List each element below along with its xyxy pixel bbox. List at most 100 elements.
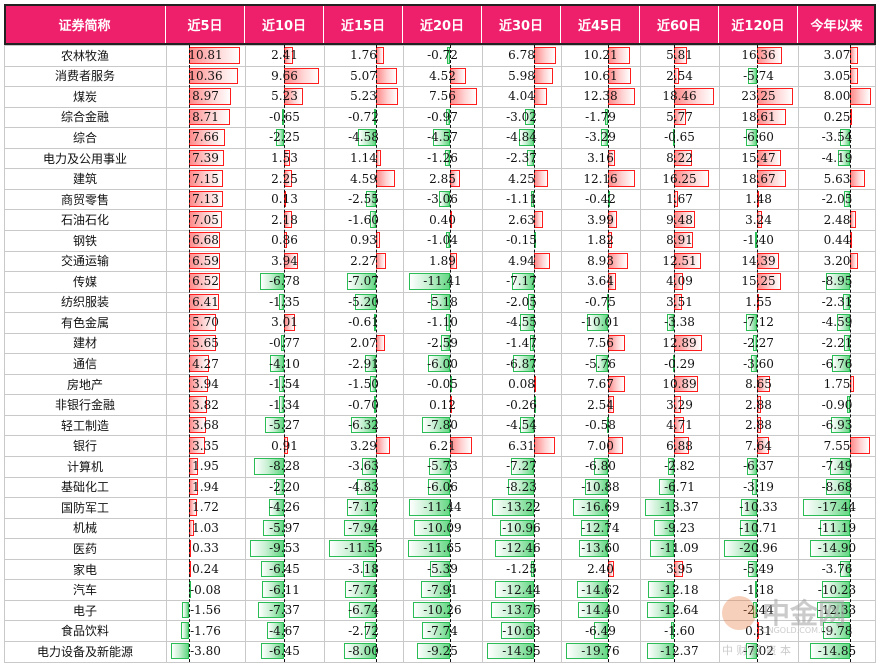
- cell-value: -6.37: [743, 459, 774, 474]
- data-bar: [530, 190, 535, 208]
- data-bar: [500, 622, 535, 639]
- cell-value: -6.49: [585, 623, 616, 638]
- cell-value: 0.12: [429, 397, 456, 412]
- cell-value: 0.44: [823, 233, 851, 248]
- cell-value: -1.26: [427, 151, 458, 166]
- data-bar: [666, 314, 674, 331]
- cell-value: 15.25: [741, 274, 776, 289]
- data-bar: [746, 458, 757, 475]
- data-bar: [446, 231, 450, 249]
- cell-value: -7.12: [743, 315, 774, 330]
- data-bar: [347, 273, 377, 290]
- data-bar: [446, 108, 450, 126]
- column-header: 近10日: [245, 4, 324, 45]
- cell-value: 6.21: [429, 438, 456, 453]
- data-bar: [428, 355, 450, 372]
- row-name: 钢铁: [72, 233, 97, 248]
- cell-value: -10.63: [502, 623, 541, 638]
- cell-value: -17.44: [817, 500, 857, 515]
- cell-value: 2.63: [508, 212, 535, 227]
- cell-value: 7.64: [745, 438, 772, 453]
- cell-value: -4.19: [821, 151, 853, 166]
- data-bar: [653, 519, 674, 537]
- cell-value: -3.54: [821, 130, 853, 145]
- cell-value: 2.07: [350, 335, 377, 350]
- cell-value: -14.85: [817, 644, 857, 659]
- cell-value: 4.27: [192, 356, 219, 371]
- cell-value: -4.57: [427, 130, 458, 145]
- data-bar: [365, 622, 377, 639]
- row-gridline: [4, 620, 876, 622]
- cell-value: 8.22: [666, 151, 693, 166]
- cell-value: 6.41: [192, 294, 219, 309]
- cell-value: -6.93: [821, 418, 853, 433]
- row-gridline: [4, 579, 876, 581]
- data-bar: [279, 396, 285, 413]
- row-gridline: [4, 86, 876, 88]
- cell-value: -0.15: [506, 233, 537, 248]
- data-bar: [581, 519, 609, 537]
- row-gridline: [4, 271, 876, 273]
- row-name: 综合: [72, 130, 97, 145]
- cell-value: -8.68: [821, 479, 853, 494]
- data-bar: [520, 314, 535, 331]
- data-bar: [408, 540, 450, 557]
- row-gridline: [4, 188, 876, 190]
- cell-value: -10.26: [423, 603, 462, 618]
- row-gridline: [4, 65, 876, 67]
- data-bar: [430, 560, 450, 578]
- cell-value: 8.00: [823, 89, 851, 104]
- cell-value: -7.17: [348, 500, 379, 515]
- cell-value: -12.46: [502, 541, 541, 556]
- data-bar: [585, 478, 609, 496]
- data-bar: [844, 190, 850, 208]
- row-gridline: [4, 147, 876, 149]
- data-bar: [421, 416, 450, 434]
- cell-value: -3.06: [427, 192, 458, 207]
- cell-value: -3.80: [190, 644, 221, 659]
- row-name: 传媒: [72, 274, 97, 289]
- row-gridline: [4, 312, 876, 314]
- cell-value: 3.82: [192, 397, 219, 412]
- data-bar: [262, 519, 285, 537]
- cell-value: 14.39: [741, 253, 776, 268]
- data-bar: [606, 293, 609, 311]
- data-bar: [254, 458, 285, 475]
- cell-value: 8.65: [745, 377, 772, 392]
- cell-value: -7.71: [348, 582, 379, 597]
- data-bar: [839, 560, 850, 578]
- data-bar: [816, 601, 850, 619]
- data-bar: [373, 396, 377, 413]
- data-bar: [429, 458, 450, 475]
- data-bar: [577, 601, 609, 619]
- data-bar: [421, 581, 450, 598]
- data-bar: [754, 231, 757, 249]
- cell-value: -1.79: [585, 109, 616, 124]
- cell-value: -7.02: [743, 644, 774, 659]
- row-gridline: [4, 538, 876, 540]
- row-name: 医药: [72, 541, 97, 556]
- data-bar: [527, 293, 535, 311]
- data-bar: [373, 108, 377, 126]
- cell-value: 7.56: [429, 89, 456, 104]
- row-name: 交通运输: [60, 254, 109, 269]
- data-bar: [747, 67, 757, 85]
- cell-value: -7.07: [348, 274, 379, 289]
- cell-value: 18.61: [741, 109, 776, 124]
- column-header: 近30日: [482, 4, 561, 45]
- cell-value: -13.37: [660, 500, 699, 515]
- cell-value: -19.76: [581, 644, 620, 659]
- data-bar: [445, 314, 450, 331]
- cell-value: -9.23: [664, 520, 695, 535]
- zero-axis-line: [608, 45, 610, 662]
- cell-value: 16.36: [741, 48, 776, 63]
- cell-value: 4.04: [508, 89, 535, 104]
- cell-value: -20.96: [739, 541, 778, 556]
- data-bar: [511, 273, 535, 290]
- row-gridline: [4, 414, 876, 416]
- cell-value: -12.18: [660, 582, 699, 597]
- cell-value: -5.73: [427, 459, 458, 474]
- cell-value: 7.55: [823, 438, 851, 453]
- cell-value: 10.36: [188, 68, 223, 83]
- cell-value: -14.40: [581, 603, 620, 618]
